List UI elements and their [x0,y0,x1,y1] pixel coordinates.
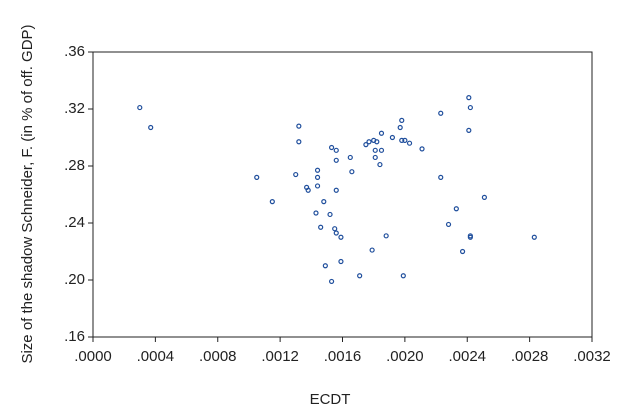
x-tick-label: .0032 [573,348,611,365]
point [333,187,339,193]
point [338,234,344,240]
x-tick-label: .0004 [137,348,175,365]
y-tick-label: .28 [64,157,85,174]
point [453,206,459,212]
y-axis-label: Size of the shadow Schneider, F. (in % o… [19,24,36,363]
y-tick-label: .24 [64,214,85,231]
point [406,140,413,146]
point [378,130,385,136]
point [438,174,444,180]
point [254,174,260,180]
point [305,187,311,193]
point [466,94,472,101]
point [366,139,372,145]
plot-frame [92,51,593,338]
point [349,169,355,175]
point [321,199,327,205]
y-tick-label: .32 [64,100,85,117]
point [333,230,339,236]
point [313,210,319,216]
y-tick-label: .16 [64,328,85,345]
point [357,273,363,279]
point [397,124,403,131]
point [314,183,321,189]
x-tick-label: .0016 [324,348,362,365]
point [332,226,338,232]
point [531,234,537,240]
point [148,124,154,131]
point [296,123,302,129]
point [400,273,406,279]
point [293,171,299,178]
point [137,104,143,111]
point [445,221,452,228]
point [318,224,324,230]
x-tick-label: .0028 [511,348,549,365]
x-tick-label: .0020 [386,348,424,365]
point [377,161,383,168]
point [363,142,369,148]
point [369,247,375,253]
point [333,147,339,153]
point [467,234,473,240]
point [419,146,425,152]
point [314,174,321,180]
point [296,139,302,145]
point [269,199,275,205]
point [399,137,405,143]
y-tick-label: .20 [64,271,85,288]
point [466,127,472,133]
point [383,233,389,239]
point [372,154,378,161]
point [338,258,344,265]
point [389,134,395,141]
x-tick-label: .0012 [261,348,299,365]
point [467,104,473,111]
x-tick-label: .0000 [74,348,112,365]
point [314,167,321,173]
point [347,154,353,161]
point [372,147,378,153]
point [327,211,333,218]
point [459,248,466,255]
y-tick-label: .36 [64,43,85,60]
point [328,144,335,151]
point [438,110,444,116]
x-tick-label: .0024 [448,348,486,365]
x-axis-label: ECDT [310,391,351,408]
point [481,194,488,200]
point [374,139,380,145]
x-tick-label: .0008 [199,348,237,365]
point [333,157,339,163]
point [399,117,405,124]
point [322,263,328,269]
point [402,137,408,143]
point [378,147,385,153]
point [328,278,335,285]
